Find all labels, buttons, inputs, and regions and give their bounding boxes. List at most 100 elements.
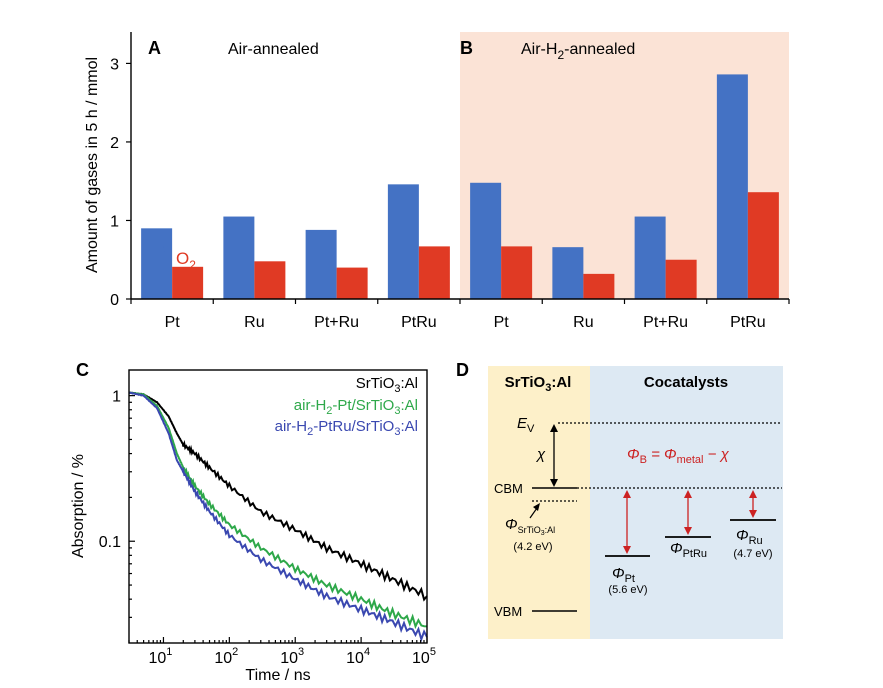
sto-pointer-line [529,507,538,519]
bar-h2-3 [387,184,419,299]
phi-sub-ptru: PtRu [683,548,707,560]
panel-label-b: B [460,38,473,58]
ev-label-e: E [517,415,528,432]
bar-h2-0 [141,228,173,299]
legend-o2-name: O [176,249,189,268]
bar-o2-5 [583,273,615,299]
phi-label-ru: ΦRu [736,527,763,547]
eq-c: − χ [703,446,729,463]
cbm-label: CBM [494,481,523,496]
eq-b-sub: metal [677,454,704,466]
band-diagram: D SrTiO3:Al Cocatalysts EV CBM VBM χ ΦB … [456,360,783,639]
decay-x-tick-base-1: 10 [214,650,232,667]
decay-x-tick-exp-0: 1 [166,646,172,658]
legend-o2: O2 [176,249,196,272]
bar-o2-0 [172,266,204,299]
cocatalyst-header: Cocatalysts [644,374,728,391]
bar-o2-4 [501,246,533,299]
decay-x-tick-label-4: 105 [412,646,436,667]
phi-label-ptru: ΦPtRu [670,540,707,560]
decay-x-tick-label-1: 102 [214,646,238,667]
decay-y-label: Absorption / % [70,454,87,558]
bar-category-label-4: Pt [494,314,510,331]
legend-ptru-end: :Al [400,418,418,435]
bar-category-label-0: Pt [165,314,181,331]
panel-label-c: C [76,360,89,380]
bar-category-label-1: Ru [244,314,264,331]
semiconductor-header-a: SrTiO [505,374,546,391]
legend-h2-name: H [150,234,162,253]
phi-sto-label: ΦSrTiO3:Al [505,516,555,537]
chi-arrow-head-top [550,424,558,432]
semiconductor-header: SrTiO3:Al [505,374,572,394]
eq-b: = Φ [647,446,677,463]
bar-h2-4 [470,182,502,299]
decay-series-0 [129,391,428,602]
bar-h2-2 [305,229,337,299]
legend-srtio3: SrTiO3:Al [356,375,418,395]
panel-b-title: Air-H2-annealed [521,41,635,62]
panel-a-title: Air-annealed [228,41,319,58]
legend-h2-sub: 2 [162,243,169,257]
sto-pointer-head [533,503,540,511]
decay-x-tick-exp-2: 3 [298,646,304,658]
decay-x-tick-exp-1: 2 [232,646,238,658]
eq-a: Φ [627,446,640,463]
chi-label: χ [535,446,546,463]
bar-y-label: Amount of gases in 5 h / mmol [84,57,101,273]
legend-ptru: air-H2-PtRu/SrTiO3:Al [275,418,418,438]
legend-ptru-sub2: 3 [394,426,400,438]
legend-ptru-sub: 2 [307,426,313,438]
legend-pt-end: :Al [400,397,418,414]
barrier-arrow-head-bottom-ptru [684,527,692,535]
bar-category-label-6: Pt+Ru [643,314,688,331]
barrier-arrow-head-top-ptru [684,490,692,498]
ev-label: EV [517,415,535,435]
bar-category-label-5: Ru [573,314,593,331]
decay-series-1 [128,391,428,630]
decay-x-tick-base-4: 10 [412,650,430,667]
bar-y-tick-label-0: 0 [110,292,119,309]
phi-value-ru: (4.7 eV) [733,548,772,560]
panel-b-title-sub: 2 [557,48,564,62]
legend-pt-sub2: 3 [394,405,400,417]
legend-h2: H2 [150,234,169,257]
phi-sto-value: (4.2 eV) [513,541,552,553]
decay-x-tick-base-2: 10 [280,650,298,667]
vbm-label: VBM [494,604,522,619]
phi-sub-pt: Pt [625,573,635,585]
bar-category-label-3: PtRu [401,314,437,331]
panel-b-title-a: Air-H [521,41,557,58]
bar-y-tick-label-2: 2 [110,135,119,152]
chi-arrow-head-bottom [550,479,558,487]
phi-sto-sub: SrTiO [518,525,541,535]
panel-label-d: D [456,360,469,380]
barrier-arrow-head-bottom-pt [623,546,631,554]
legend-srtio3-end: :Al [400,375,418,392]
bar-category-label-2: Pt+Ru [314,314,359,331]
phi-sto-sym: Φ [505,516,518,533]
phi-label-pt: ΦPt [612,565,635,585]
cocatalyst-region [590,366,783,639]
panel-label-a: A [148,38,161,58]
decay-x-tick-label-3: 104 [346,646,370,667]
decay-x-tick-label-2: 103 [280,646,304,667]
semiconductor-region [488,366,590,639]
decay-x-tick-exp-3: 4 [364,646,370,658]
semiconductor-header-sub: 3 [545,382,551,394]
bar-o2-7 [747,192,779,299]
chi-arrow [550,424,558,487]
bar-h2-6 [634,216,666,299]
decay-x-label: Time / ns [245,667,310,684]
bar-o2-2 [336,267,368,299]
bar-h2-7 [716,74,748,299]
phi-value-pt: (5.6 eV) [608,584,647,596]
legend-pt: air-H2-Pt/SrTiO3:Al [294,397,418,417]
barrier-equation: ΦB = Φmetal − χ [627,446,730,466]
barrier-arrow-head-bottom-ru [749,510,757,518]
phi-sto-sub2: 3 [541,530,545,537]
ev-label-sub: V [527,423,535,435]
phi-sym-ru: Φ [736,527,749,544]
